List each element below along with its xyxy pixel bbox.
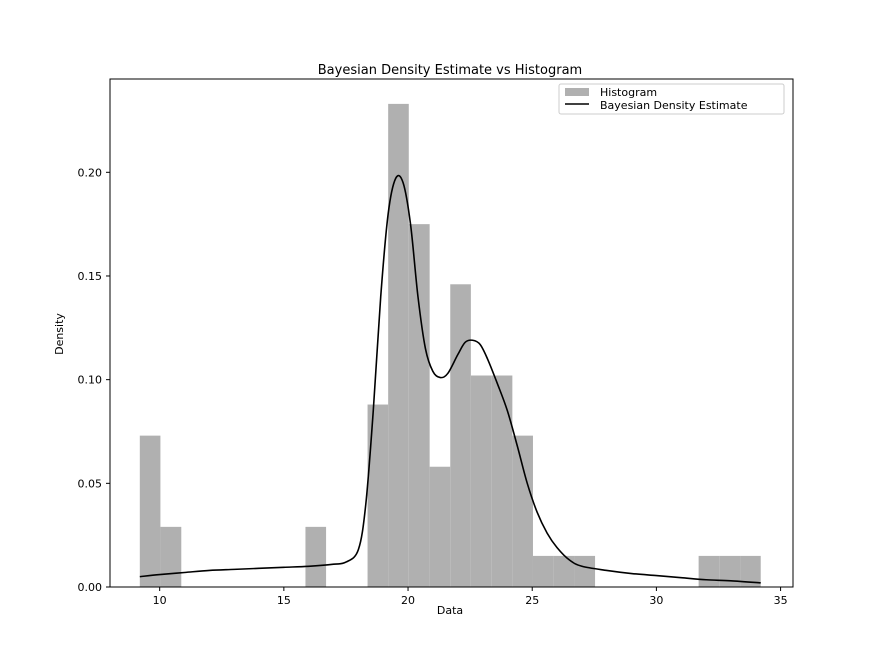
- y-axis-label: Density: [53, 313, 66, 355]
- histogram-bar: [574, 555, 596, 587]
- histogram-bar: [139, 435, 161, 587]
- y-tick-label: 0.15: [78, 270, 103, 283]
- legend-box: [558, 83, 785, 115]
- histogram-bar: [429, 466, 451, 587]
- x-axis-ticks: 10 15 20 25 30 35: [153, 587, 788, 607]
- histogram-bar: [388, 103, 409, 588]
- histogram-bar: [532, 555, 554, 587]
- x-tick-label: 30: [649, 594, 663, 607]
- histogram-bar: [408, 224, 430, 587]
- histogram-bar: [491, 375, 513, 587]
- y-tick-label: 0.05: [78, 477, 103, 490]
- histogram-bar: [450, 284, 471, 587]
- legend-histogram-swatch: [565, 88, 589, 96]
- y-tick-label: 0.10: [78, 374, 103, 387]
- y-tick-label: 0.00: [78, 581, 103, 594]
- legend: Histogram Bayesian Density Estimate: [558, 83, 785, 115]
- x-tick-label: 10: [153, 594, 167, 607]
- y-tick-label: 0.20: [78, 166, 103, 179]
- histogram-bar: [470, 375, 492, 587]
- histogram-bar: [740, 555, 761, 587]
- histogram-bars: [139, 103, 761, 588]
- histogram-bar: [160, 526, 182, 587]
- histogram-bar: [305, 526, 327, 587]
- density-curve-layer: [139, 174, 761, 584]
- legend-density-label: Bayesian Density Estimate: [600, 99, 748, 112]
- histogram-bar: [719, 555, 741, 587]
- x-tick-label: 20: [401, 594, 415, 607]
- chart-title: Bayesian Density Estimate vs Histogram: [318, 63, 582, 78]
- y-axis-ticks: 0.00 0.05 0.10 0.15 0.20: [78, 166, 110, 594]
- density-curve: [139, 174, 761, 584]
- x-tick-label: 15: [277, 594, 291, 607]
- x-tick-label: 25: [525, 594, 539, 607]
- legend-histogram-label: Histogram: [600, 86, 657, 99]
- x-axis-label: Data: [437, 604, 463, 617]
- histogram-bar: [698, 555, 720, 587]
- histogram-bar: [553, 555, 575, 587]
- plot-frame: [109, 78, 794, 588]
- x-tick-label: 35: [774, 594, 788, 607]
- histogram-bar: [512, 435, 533, 587]
- histogram-bar: [367, 404, 389, 587]
